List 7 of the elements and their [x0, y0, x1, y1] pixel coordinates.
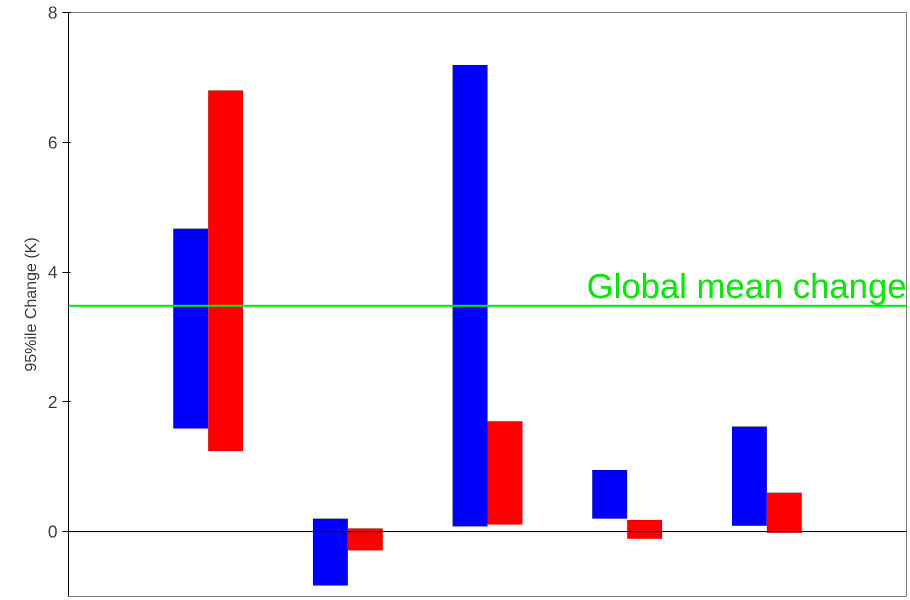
y-tick-label: 0 — [48, 522, 58, 542]
y-tick-label: 4 — [48, 262, 58, 282]
y-axis-title: 95%ile Change (K) — [22, 237, 40, 372]
y-tick-label: 2 — [48, 392, 58, 412]
y-tick-label: 6 — [48, 132, 58, 152]
y-tick-label: 8 — [48, 2, 58, 22]
ref-line-label: Global mean change — [586, 268, 906, 306]
